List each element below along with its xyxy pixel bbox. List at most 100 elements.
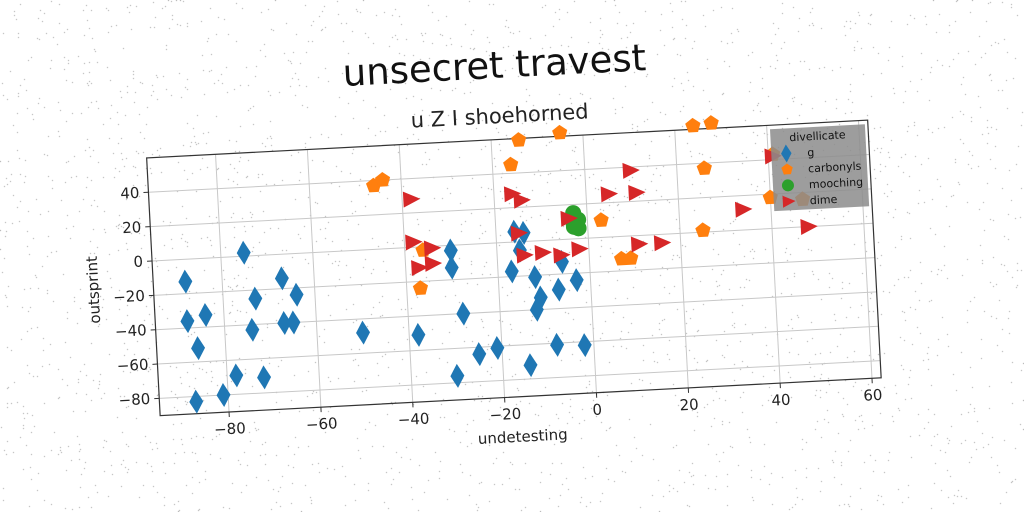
y-gridline	[157, 325, 879, 365]
mooching-legend-marker	[781, 179, 794, 192]
plot-frame	[146, 119, 882, 417]
legend-item-g: g	[781, 144, 815, 163]
plot-area: −80 −60 −40 −20 0 20 40 60 −80 −60 −40 −20 0 20 40 und…	[83, 115, 883, 448]
dime-point	[571, 241, 589, 258]
y-tick-label: −80	[118, 390, 151, 410]
g-point	[456, 301, 471, 326]
g-point	[178, 269, 193, 294]
y-gridline	[148, 154, 870, 193]
dime-point	[734, 201, 753, 218]
g-point	[504, 259, 519, 284]
carbonyls-point	[511, 132, 527, 147]
g-point	[569, 268, 584, 293]
y-gridline	[159, 360, 881, 399]
dime-point	[503, 186, 522, 203]
y-tick-label: 20	[122, 218, 142, 237]
carbonyls-point	[552, 124, 568, 140]
x-gridline	[398, 144, 414, 403]
y-gridline	[155, 291, 877, 331]
carbonyls-point	[696, 160, 712, 176]
dime-point	[424, 255, 443, 272]
x-tick-label: 20	[679, 395, 699, 414]
g-point	[216, 383, 231, 408]
g-point	[472, 342, 487, 367]
dime-point	[628, 184, 646, 201]
dime-point	[622, 162, 640, 179]
dime-point	[423, 240, 442, 257]
x-tick-label: −20	[489, 405, 522, 425]
x-axis-label: undetesting	[477, 425, 568, 448]
g-point	[289, 282, 304, 307]
g-point	[198, 303, 213, 328]
x-gridline	[306, 149, 322, 408]
legend-item-mooching: mooching	[781, 175, 864, 192]
g-point	[356, 320, 371, 345]
dime-point	[800, 219, 818, 235]
dime-point	[653, 235, 672, 252]
g-point	[274, 266, 289, 291]
g-point	[490, 335, 505, 360]
y-gridline	[152, 222, 874, 262]
y-axis-label: outsprint	[83, 256, 105, 325]
g-point	[577, 333, 592, 358]
g-point	[550, 332, 565, 357]
legend-label-dime: dime	[809, 193, 837, 207]
g-point	[533, 285, 548, 310]
carbonyls-point	[503, 156, 519, 172]
x-gridline	[674, 130, 689, 388]
g-point	[529, 297, 544, 322]
dime-point	[513, 192, 531, 209]
dime-legend-marker	[782, 195, 796, 208]
carbonyls-point	[623, 250, 639, 265]
dime-point	[630, 236, 649, 253]
g-point	[286, 310, 301, 335]
x-tick-label: 60	[863, 386, 883, 405]
series-g	[178, 219, 592, 414]
y-tick-label: −40	[115, 321, 148, 341]
g-point	[444, 255, 459, 280]
x-gridline	[582, 135, 597, 393]
y-tick-label: 0	[133, 252, 143, 270]
y-tick-label: 40	[120, 184, 140, 203]
carbonyls-point	[695, 222, 711, 238]
series-dime	[402, 148, 818, 277]
series-mooching	[565, 205, 587, 237]
x-tick-label: 40	[771, 391, 791, 410]
dime-point	[600, 186, 619, 203]
dime-point	[402, 191, 421, 208]
x-tick-label: 0	[592, 400, 602, 418]
carbonyls-point	[593, 212, 609, 227]
g-point	[443, 238, 458, 263]
carbonyls-point	[703, 115, 719, 130]
g-point	[257, 365, 272, 390]
y-tick-label: −20	[113, 287, 146, 307]
g-point	[551, 277, 566, 302]
legend-label-g: g	[807, 146, 815, 159]
x-gridline	[490, 139, 506, 398]
carbonyls-point	[412, 280, 429, 296]
legend-item-dime: dime	[782, 193, 838, 208]
g-point	[450, 363, 465, 388]
g-point	[411, 322, 426, 347]
x-tick-label: −60	[305, 414, 338, 434]
g-point	[245, 317, 260, 342]
dime-point	[411, 260, 429, 277]
x-gridline	[766, 125, 781, 384]
g-point	[180, 309, 195, 334]
x-gridline	[215, 154, 230, 413]
carbonyls-point	[374, 172, 391, 187]
dime-point	[510, 225, 528, 242]
g-point	[277, 310, 292, 335]
dime-point	[553, 247, 571, 264]
legend-label-mooching: mooching	[809, 175, 864, 191]
legend-box	[769, 124, 870, 212]
carbonyls-point	[685, 117, 701, 133]
g-point	[528, 265, 543, 290]
x-tick-label: −80	[214, 419, 247, 439]
g-point	[523, 353, 538, 378]
y-tick-label: −60	[116, 356, 149, 376]
carbonyls-legend-marker	[781, 163, 793, 175]
chart-title: unsecret travest	[342, 36, 647, 95]
